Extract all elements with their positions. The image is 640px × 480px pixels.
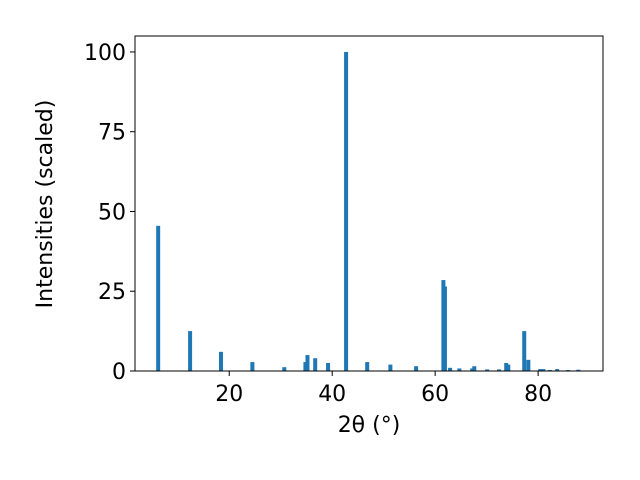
bar <box>365 362 370 371</box>
x-tick-label: 40 <box>318 382 346 407</box>
bar <box>576 369 581 371</box>
bar <box>218 351 223 371</box>
plot-frame <box>134 35 604 372</box>
bar <box>305 355 310 371</box>
bar <box>282 367 287 371</box>
bar <box>250 362 255 371</box>
x-tick-label: 80 <box>524 382 552 407</box>
bar <box>504 363 509 371</box>
bar <box>506 364 511 371</box>
bar <box>156 225 161 371</box>
bar <box>414 366 419 371</box>
bar <box>526 359 531 371</box>
bar <box>538 369 543 371</box>
y-tick-label: 25 <box>98 280 126 305</box>
y-tick-label: 50 <box>98 200 126 225</box>
bar <box>541 369 546 371</box>
bar <box>522 331 527 371</box>
y-tick-label: 0 <box>112 360 126 385</box>
bar <box>497 369 501 371</box>
y-axis-label: Intensities (scaled) <box>33 100 58 309</box>
bar <box>388 364 393 371</box>
bar <box>344 51 349 371</box>
y-tick-label: 100 <box>84 41 126 66</box>
bar <box>555 369 560 371</box>
bar <box>303 362 308 371</box>
bar <box>485 369 490 371</box>
x-axis-label: 2θ (°) <box>338 413 401 438</box>
bar <box>326 363 331 371</box>
bar <box>448 367 453 371</box>
y-tick-label: 75 <box>98 121 126 146</box>
bar <box>442 286 447 371</box>
x-tick-label: 20 <box>215 382 243 407</box>
x-tick-label: 60 <box>421 382 449 407</box>
bar <box>470 368 475 371</box>
bar <box>457 368 462 371</box>
bar <box>188 331 193 371</box>
bar <box>313 358 318 371</box>
bar <box>472 366 477 371</box>
